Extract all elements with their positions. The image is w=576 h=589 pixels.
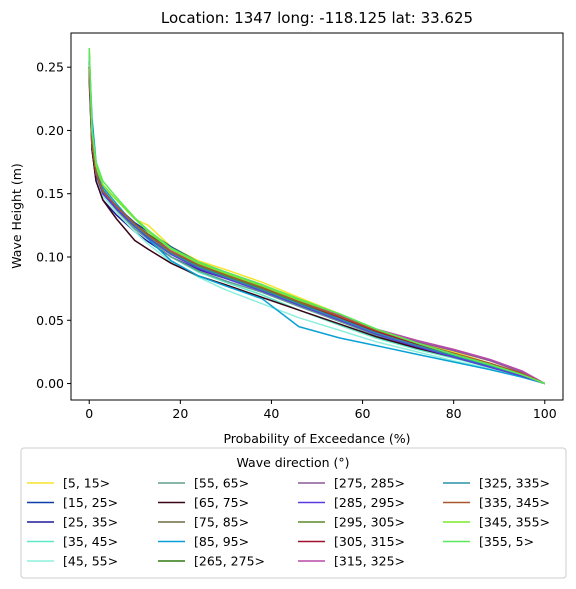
series-line-2 xyxy=(88,79,546,385)
legend-label-15: [325, 335> xyxy=(479,476,550,491)
series-line-16 xyxy=(88,67,546,385)
series-line-5 xyxy=(88,67,546,385)
x-tick-label-0: 0 xyxy=(85,406,93,421)
plot-area xyxy=(88,48,546,385)
y-tick-label-0: 0.00 xyxy=(36,376,64,391)
x-tick-label-2: 40 xyxy=(263,406,279,421)
series-line-4 xyxy=(88,73,546,385)
y-axis: 0.00 0.05 0.10 0.15 0.20 0.25 xyxy=(36,60,71,391)
legend-label-5: [55, 65> xyxy=(194,476,249,491)
legend-label-0: [5, 15> xyxy=(63,476,110,491)
x-axis-label: Probability of Exceedance (%) xyxy=(223,431,410,446)
legend-label-1: [15, 25> xyxy=(63,495,118,510)
legend-label-7: [75, 85> xyxy=(194,515,249,530)
legend-items: [5, 15> [15, 25> [25, 35> [35, 45> [45, 55> [… xyxy=(27,476,550,569)
series-line-1 xyxy=(88,67,546,385)
chart-title: Location: 1347 long: -118.125 lat: 33.62… xyxy=(161,9,473,27)
legend-title: Wave direction (°) xyxy=(236,455,349,470)
y-tick-label-2: 0.10 xyxy=(36,249,64,264)
legend-label-11: [285, 295> xyxy=(334,495,405,510)
x-tick-label-4: 80 xyxy=(446,406,462,421)
legend-label-14: [315, 325> xyxy=(334,554,405,569)
series-line-10 xyxy=(88,67,546,385)
legend-label-10: [275, 285> xyxy=(334,476,405,491)
legend-label-17: [345, 355> xyxy=(479,515,550,530)
series-line-13 xyxy=(88,67,546,385)
series-line-17 xyxy=(88,48,546,385)
legend-label-3: [35, 45> xyxy=(63,534,118,549)
plot-frame xyxy=(70,32,564,401)
series-line-11 xyxy=(88,67,546,385)
legend-label-6: [65, 75> xyxy=(194,495,249,510)
series-line-8 xyxy=(88,54,545,385)
legend: Wave direction (°) [5, 15> [15, 25> [25, 3… xyxy=(20,447,567,579)
legend-label-18: [355, 5> xyxy=(479,534,534,549)
x-tick-label-5: 100 xyxy=(533,406,557,421)
legend-label-12: [295, 305> xyxy=(334,515,405,530)
series-line-7 xyxy=(88,67,546,385)
y-tick-label-5: 0.25 xyxy=(36,60,64,75)
series-line-14 xyxy=(88,67,546,385)
series-line-6 xyxy=(88,73,546,385)
y-tick-label-1: 0.05 xyxy=(36,313,64,328)
y-tick-label-4: 0.20 xyxy=(36,123,64,138)
series-line-18 xyxy=(88,48,546,385)
y-axis-label: Wave Height (m) xyxy=(9,163,24,269)
series-line-12 xyxy=(88,67,546,385)
y-tick-label-3: 0.15 xyxy=(36,186,64,201)
series-line-0 xyxy=(88,48,546,385)
legend-label-16: [335, 345> xyxy=(479,495,550,510)
legend-label-4: [45, 55> xyxy=(63,554,118,569)
series-line-3 xyxy=(88,67,546,385)
x-axis: 0 20 40 60 80 100 xyxy=(85,400,557,421)
series-line-9 xyxy=(88,67,546,385)
legend-box xyxy=(20,447,567,579)
x-tick-label-1: 20 xyxy=(172,406,188,421)
legend-label-2: [25, 35> xyxy=(63,515,118,530)
legend-label-13: [305, 315> xyxy=(334,534,405,549)
x-tick-label-3: 60 xyxy=(355,406,371,421)
series-line-15 xyxy=(88,60,546,385)
legend-label-8: [85, 95> xyxy=(194,534,249,549)
legend-label-9: [265, 275> xyxy=(194,554,265,569)
